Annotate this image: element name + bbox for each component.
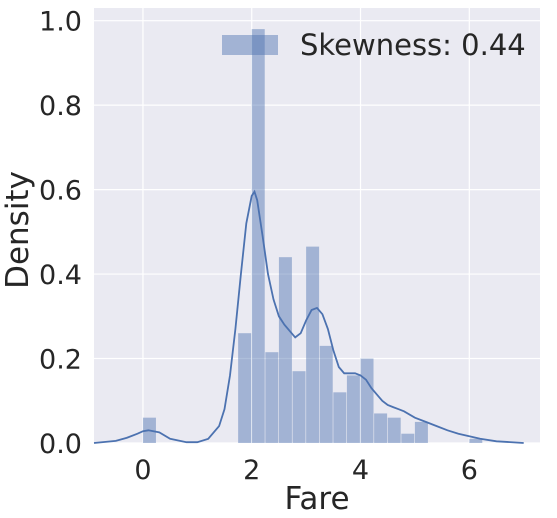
y-tick-label: 0.8: [39, 91, 82, 122]
legend-swatch: [222, 35, 278, 55]
histogram-bar: [374, 413, 388, 443]
histogram-bar: [278, 257, 292, 443]
y-tick-label: 0.6: [39, 176, 82, 207]
kde-curve: [93, 189, 524, 444]
histogram-bar: [346, 375, 360, 443]
x-tick-label: 6: [461, 455, 478, 486]
histogram-bar: [306, 246, 320, 443]
y-tick-labels: 0.0 0.2 0.4 0.6 0.8 1.0: [39, 7, 82, 460]
histogram-bars: [142, 29, 483, 443]
y-axis-label: Density: [0, 171, 36, 289]
histogram-bar: [251, 29, 265, 443]
histogram-bar: [401, 433, 415, 443]
x-tick-labels: 0 2 4 6: [134, 455, 478, 486]
histogram-bar: [238, 333, 252, 443]
plot-background: [94, 8, 540, 443]
x-tick-label: 2: [243, 455, 260, 486]
y-tick-label: 0.0: [39, 429, 82, 460]
y-tick-label: 0.2: [39, 345, 82, 376]
histogram-bar: [333, 392, 347, 443]
y-tick-label: 0.4: [39, 260, 82, 291]
histogram-bar: [387, 417, 401, 443]
x-tick-label: 0: [134, 455, 151, 486]
histogram-bar: [360, 358, 374, 443]
legend-label: Skewness: 0.44: [300, 28, 526, 62]
x-tick-label: 4: [352, 455, 369, 486]
x-axis-label: Fare: [284, 481, 349, 517]
histogram-bar: [292, 371, 306, 443]
legend: Skewness: 0.44: [222, 28, 526, 62]
histogram-bar: [469, 438, 483, 443]
histogram-bar: [265, 352, 279, 443]
histogram-bar: [414, 421, 428, 443]
histogram-bar: [319, 345, 333, 443]
grid-lines: [94, 8, 540, 444]
y-tick-label: 1.0: [39, 7, 82, 38]
